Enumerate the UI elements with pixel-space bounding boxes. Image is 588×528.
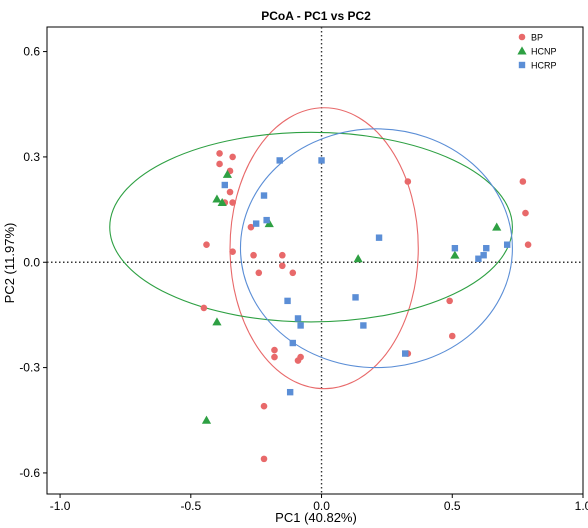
series-hcrp (221, 157, 511, 396)
data-point-bp (216, 160, 223, 168)
series-bp (200, 150, 532, 463)
data-point-hcrp (297, 322, 304, 329)
data-point-bp (200, 304, 208, 312)
legend-label-hcrp: HCRP (531, 61, 557, 71)
data-point-bp (289, 269, 297, 277)
data-point-bp (203, 241, 210, 248)
data-point-bp (279, 262, 286, 270)
data-point-bp (271, 353, 278, 361)
legend-marker-bp (518, 33, 526, 41)
y-tick-label: -0.6 (19, 466, 40, 480)
data-point-hcrp (475, 255, 482, 262)
data-point-hcrp (276, 157, 283, 164)
data-point-bp (260, 402, 268, 410)
data-point-bp (294, 357, 302, 364)
data-point-bp (522, 209, 529, 217)
data-point-hcrp (503, 241, 511, 248)
series-hcnp (201, 169, 502, 424)
data-point-bp (404, 178, 412, 185)
confidence-ellipse-hcrp (239, 128, 513, 369)
data-point-hcnp (450, 250, 460, 259)
data-point-hcnp (217, 197, 227, 207)
data-point-bp (216, 150, 223, 157)
x-tick-label: 0.0 (313, 499, 330, 513)
data-point-bp (448, 332, 456, 340)
data-point-hcrp (318, 157, 325, 164)
x-tick-label: 1.0 (575, 499, 588, 513)
data-point-hcnp (212, 194, 222, 203)
data-point-hcrp (402, 350, 409, 357)
data-point-bp (250, 251, 257, 259)
data-point-hcrp (263, 216, 270, 224)
legend-marker-hcrp (518, 61, 526, 69)
legend-label-bp: BP (531, 33, 543, 43)
legend-marker-hcnp (517, 46, 527, 55)
data-point-hcrp (375, 234, 383, 241)
data-point-bp (229, 153, 236, 161)
data-point-hcrp (451, 245, 459, 252)
data-point-hcrp (284, 297, 291, 305)
y-tick-label: 0.3 (23, 150, 40, 164)
data-point-bp (229, 199, 236, 206)
data-point-hcnp (492, 222, 502, 231)
data-point-bp (279, 251, 286, 259)
x-tick-label: 0.5 (444, 499, 461, 513)
data-point-hcrp (289, 339, 296, 347)
data-point-bp (247, 223, 255, 231)
y-tick-label: 0.0 (23, 255, 40, 269)
x-tick-label: -0.5 (180, 499, 201, 513)
y-tick-label: -0.3 (19, 361, 40, 375)
plot-border (46, 26, 584, 495)
data-point-bp (255, 269, 263, 277)
data-point-hcnp (222, 169, 233, 178)
x-axis-label: PC1 (40.82%) (275, 510, 357, 525)
confidence-ellipse-bp (229, 107, 419, 390)
data-point-bp (260, 455, 268, 463)
legend: BP HCNP HCRP (517, 33, 557, 71)
data-point-bp (229, 248, 236, 256)
data-point-bp (524, 241, 532, 248)
data-point-bp (519, 178, 527, 185)
data-point-hcrp (360, 322, 367, 329)
data-point-bp (226, 188, 234, 196)
data-point-hcrp (252, 220, 260, 227)
chart-title: PCoA - PC1 vs PC2 (261, 9, 371, 23)
data-point-hcrp (221, 181, 228, 189)
confidence-ellipse-hcnp (109, 131, 513, 323)
data-point-hcrp (286, 388, 294, 396)
data-point-bp (271, 346, 278, 354)
plot-area: -1.0 -0.5 0.0 0.5 1.0 -0.6 -0.3 0.0 0.3 0.6 BP HCNP… (19, 26, 588, 513)
y-tick-label: 0.6 (23, 45, 40, 59)
data-point-hcnp (353, 254, 363, 263)
data-point-hcrp (480, 252, 487, 259)
data-point-hcnp (201, 415, 212, 424)
data-point-hcrp (260, 192, 268, 199)
data-point-hcrp (294, 315, 302, 322)
y-axis-label: PC2 (11.97%) (2, 223, 17, 304)
legend-label-hcnp: HCNP (531, 47, 557, 57)
data-point-hcnp (212, 317, 222, 326)
data-point-hcrp (352, 294, 359, 301)
x-tick-label: -1.0 (50, 499, 71, 513)
data-point-bp (446, 297, 453, 305)
data-point-hcrp (483, 245, 490, 252)
